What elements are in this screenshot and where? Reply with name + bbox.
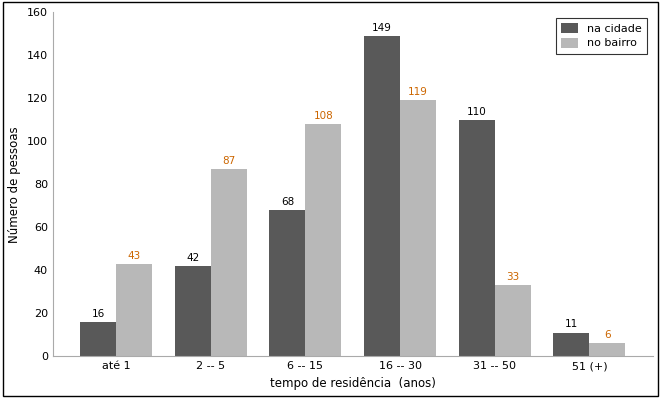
Text: 119: 119 xyxy=(408,87,428,97)
Bar xyxy=(400,100,436,356)
Text: 42: 42 xyxy=(186,253,200,263)
Bar xyxy=(590,343,625,356)
Text: 68: 68 xyxy=(281,197,294,207)
Bar xyxy=(305,124,342,356)
Text: 149: 149 xyxy=(372,23,392,33)
X-axis label: tempo de residência  (anos): tempo de residência (anos) xyxy=(270,377,436,390)
Text: 87: 87 xyxy=(222,156,235,166)
Text: 11: 11 xyxy=(564,319,578,330)
Text: 108: 108 xyxy=(313,111,333,121)
Bar xyxy=(495,285,531,356)
Text: 110: 110 xyxy=(467,107,486,117)
Text: 6: 6 xyxy=(604,330,611,340)
Legend: na cidade, no bairro: na cidade, no bairro xyxy=(556,18,647,54)
Bar xyxy=(175,266,211,356)
Bar xyxy=(364,36,400,356)
Text: 33: 33 xyxy=(506,272,520,282)
Text: 43: 43 xyxy=(128,251,141,261)
Bar xyxy=(553,333,590,356)
Bar xyxy=(270,210,305,356)
Text: 16: 16 xyxy=(91,308,104,319)
Bar xyxy=(116,264,152,356)
Bar xyxy=(80,322,116,356)
Bar xyxy=(211,169,247,356)
Y-axis label: Número de pessoas: Número de pessoas xyxy=(9,126,21,243)
Bar xyxy=(459,120,495,356)
